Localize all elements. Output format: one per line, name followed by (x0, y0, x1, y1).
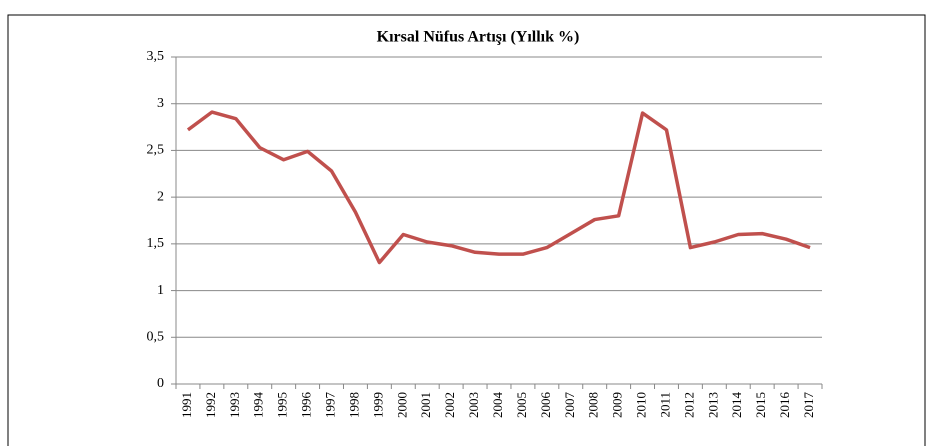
x-tick-label: 1991 (179, 392, 194, 418)
y-tick-label: 3 (157, 96, 164, 111)
x-tick-label: 2014 (729, 392, 744, 419)
x-tick-label: 2011 (657, 392, 672, 418)
x-tick-label: 2002 (442, 392, 457, 418)
chart-title: Kırsal Nüfus Artışı (Yıllık %) (377, 29, 580, 46)
x-tick-label: 1992 (203, 392, 218, 418)
x-tick-label: 1993 (227, 392, 242, 418)
x-tick-label: 1995 (275, 392, 290, 418)
line-series (186, 110, 811, 265)
x-tick-label: 2004 (490, 392, 505, 419)
chart-frame (7, 14, 926, 446)
x-tick-label: 2003 (466, 392, 481, 418)
x-tick-label: 2017 (801, 392, 816, 419)
x-tick-label: 2012 (681, 392, 696, 418)
x-tick-label: 1997 (323, 392, 338, 419)
x-tick-label: 2001 (418, 392, 433, 418)
x-tick-label: 2006 (538, 392, 553, 419)
x-tick-label: 2013 (705, 392, 720, 418)
y-tick-label: 1 (157, 283, 164, 298)
x-tick-label: 2015 (753, 392, 768, 418)
y-tick-label: 2 (157, 189, 164, 204)
x-tick-label: 2009 (610, 392, 625, 418)
x-tick-label: 1999 (370, 392, 385, 418)
x-tick-label: 2008 (586, 392, 601, 418)
y-tick-label: 0 (157, 376, 164, 391)
y-tick-label: 1,5 (147, 236, 165, 251)
x-tick-label: 1994 (251, 392, 266, 419)
x-tick-label: 2007 (562, 392, 577, 419)
y-tick-label: 3,5 (147, 49, 165, 64)
y-tick-label: 2,5 (147, 143, 165, 158)
x-tick-label: 2010 (634, 392, 649, 418)
y-tick-label: 0,5 (147, 330, 165, 345)
x-tick-label: 1998 (346, 392, 361, 418)
x-tick-label: 2016 (777, 392, 792, 419)
x-tick-label: 2005 (514, 392, 529, 418)
x-tick-label: 1996 (299, 392, 314, 419)
x-tick-label: 2000 (394, 392, 409, 418)
